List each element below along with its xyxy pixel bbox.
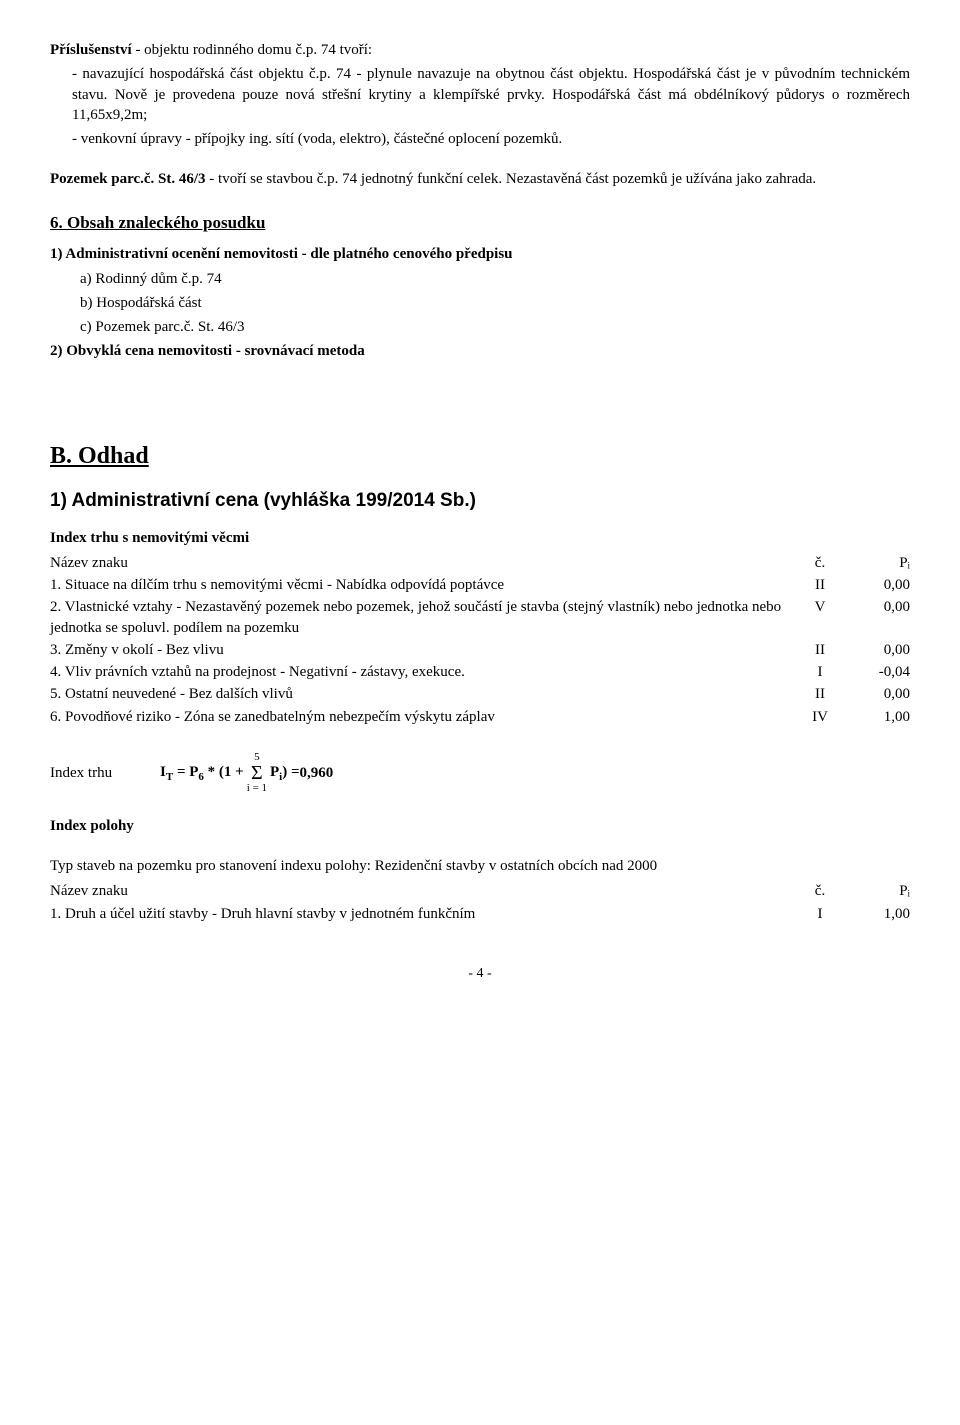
sec6-h1: 1) Administrativní ocenění nemovitosti -… [50,244,910,264]
intro-bold4: Pozemek parc.č. St. 46/3 [50,171,206,187]
intro-line3: - venkovní úpravy - přípojky ing. sítí (… [50,129,910,149]
page-footer: - 4 - [50,965,910,984]
sec6-title: 6. Obsah znaleckého posudku [50,212,910,235]
sigma-icon: 5 Σ i = 1 [247,752,267,794]
intro-rest4: - tvoří se stavbou č.p. 74 jednotný funk… [206,171,817,187]
intro-rest1: - objektu rodinného domu č.p. 74 tvoří: [132,42,372,58]
formula-label: Index trhu [50,763,160,783]
table-row: 1. Situace na dílčím trhu s nemovitými v… [50,574,910,596]
polohy-hb: č. [800,880,840,902]
trh-hc: Pᵢ [840,552,910,574]
trh-title: Index trhu s nemovitými věcmi [50,528,910,548]
polohy-ha: Název znaku [50,880,800,902]
sec6-h2: 2) Obvyklá cena nemovitosti - srovnávací… [50,341,910,361]
table-row: 3. Změny v okolí - Bez vlivuII0,00 [50,639,910,661]
polohy-title: Index polohy [50,816,910,836]
formula-post: Pi) = [270,762,300,785]
trh-table: Název znaku č. Pᵢ 1. Situace na dílčím t… [50,552,910,728]
formula-pre: IT = P6 * (1 + [160,762,244,785]
trh-ha: Název znaku [50,552,800,574]
table-row: 6. Povodňové riziko - Zóna se zanedbatel… [50,706,910,728]
sec6-a: a) Rodinný dům č.p. 74 [50,269,910,289]
index-trhu-formula: Index trhu IT = P6 * (1 + 5 Σ i = 1 Pi) … [50,752,910,794]
odhad-title: B. Odhad [50,440,910,472]
table-row: 4. Vliv právních vztahů na prodejnost - … [50,661,910,683]
intro-line2: - navazující hospodářská část objektu č.… [50,64,910,125]
formula-result: 0,960 [300,763,334,783]
sec6-b: b) Hospodářská část [50,293,910,313]
polohy-desc: Typ staveb na pozemku pro stanovení inde… [50,856,910,876]
intro-bold1: Příslušenství [50,42,132,58]
intro-line4: Pozemek parc.č. St. 46/3 - tvoří se stav… [50,169,910,189]
admin-title: 1) Administrativní cena (vyhláška 199/20… [50,488,910,514]
sec6-c: c) Pozemek parc.č. St. 46/3 [50,317,910,337]
polohy-table: Název znaku č. Pᵢ 1. Druh a účel užití s… [50,880,910,925]
table-row: 2. Vlastnické vztahy - Nezastavěný pozem… [50,596,910,639]
table-row: 5. Ostatní neuvedené - Bez dalších vlivů… [50,683,910,705]
polohy-hc: Pᵢ [840,880,910,902]
table-row: 1. Druh a účel užití stavby - Druh hlavn… [50,903,910,925]
trh-hb: č. [800,552,840,574]
intro-line1: Příslušenství - objektu rodinného domu č… [50,40,910,60]
